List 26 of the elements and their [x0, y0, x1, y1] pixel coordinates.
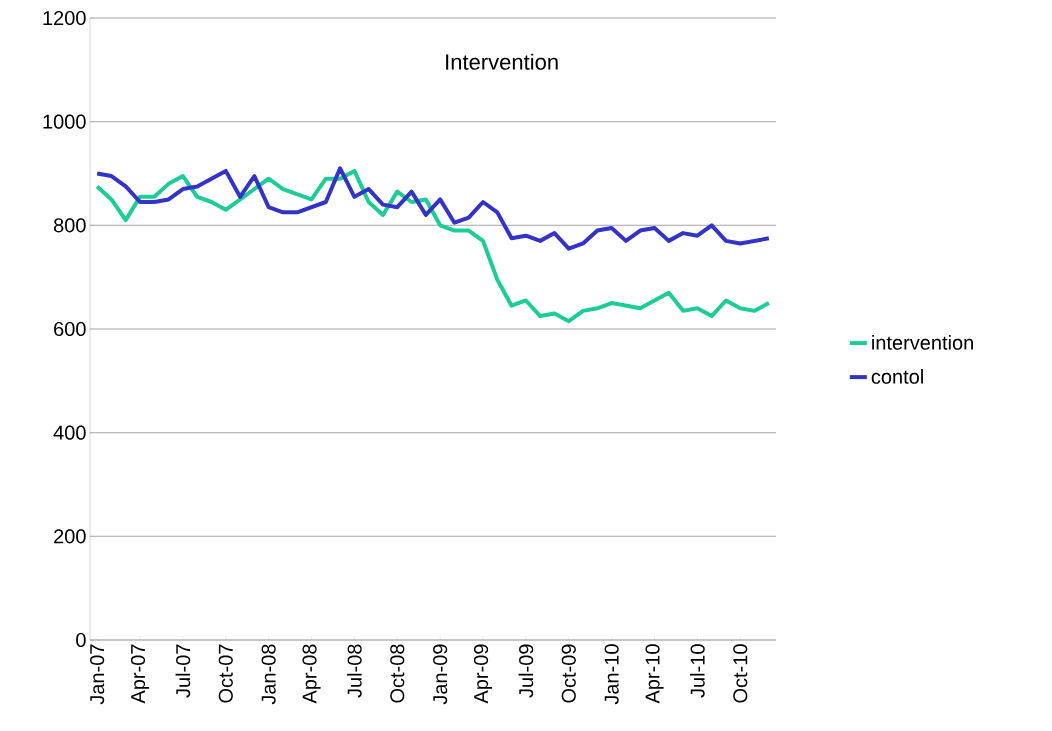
x-tick-label: Oct-08 — [390, 644, 405, 703]
x-tick-label: Oct-10 — [733, 644, 748, 703]
y-tick-label: 1200 — [43, 10, 86, 26]
x-tick-label: Jul-07 — [175, 644, 191, 698]
y-tick-label: 0 — [76, 632, 86, 648]
x-tick-label: Apr-09 — [473, 644, 493, 704]
legend-label: intervention — [872, 335, 973, 350]
x-tick-label: Jul-09 — [518, 644, 534, 698]
x-tick-label: Jul-10 — [690, 644, 705, 698]
x-tick-label: Apr-10 — [645, 644, 664, 704]
x-tick-label: Jan-10 — [604, 644, 619, 705]
y-tick-label: 600 — [54, 321, 86, 337]
legend-label: contol — [871, 369, 923, 384]
x-tick-label: Apr-07 — [130, 644, 150, 704]
x-tick-label: Jul-08 — [347, 644, 362, 698]
x-tick-label: Apr-08 — [302, 644, 321, 704]
text: Intervention — [446, 53, 558, 70]
x-tick-label: Oct-09 — [561, 644, 576, 703]
y-tick-label: 1000 — [43, 114, 86, 129]
x-tick-label: Jan-09 — [433, 644, 448, 705]
x-tick-label: Jan-08 — [261, 644, 276, 705]
x-tick-label: Oct-07 — [218, 644, 233, 703]
y-tick-label: 400 — [53, 425, 86, 440]
y-tick-label: 800 — [53, 218, 86, 233]
y-tick-label: 200 — [54, 529, 86, 544]
x-tick-label: Jan-07 — [90, 644, 105, 705]
